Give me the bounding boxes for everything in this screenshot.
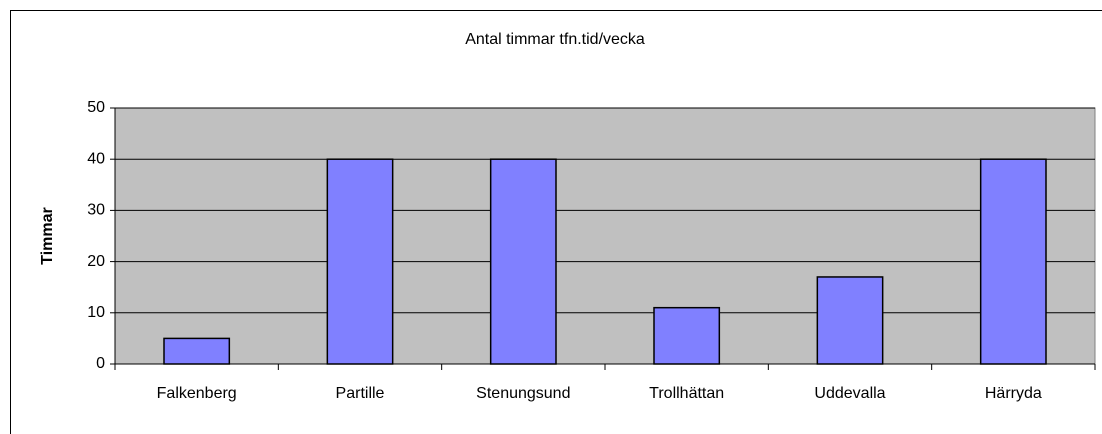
y-tick-label: 10 — [87, 304, 105, 321]
bar — [816, 276, 884, 365]
x-tick-label: Härryda — [985, 385, 1042, 402]
bar — [163, 337, 231, 365]
x-tick-label: Trollhättan — [649, 385, 724, 402]
y-tick-label: 30 — [87, 202, 105, 219]
x-tick-label: Falkenberg — [157, 385, 237, 402]
bar — [326, 158, 394, 365]
y-tick-label: 20 — [87, 253, 105, 270]
y-tick-label: 50 — [87, 99, 105, 116]
y-axis-label: Timmar — [39, 207, 56, 265]
x-tick-label: Uddevalla — [814, 385, 885, 402]
bar — [653, 306, 721, 365]
x-tick-label: Partille — [336, 385, 385, 402]
plot-area — [114, 107, 1096, 365]
x-tick-label: Stenungsund — [476, 385, 570, 402]
chart-title: Antal timmar tfn.tid/vecka — [465, 31, 645, 48]
y-tick-label: 0 — [96, 355, 105, 372]
y-tick-label: 40 — [87, 150, 105, 167]
bar — [489, 158, 557, 365]
bar — [979, 158, 1047, 365]
